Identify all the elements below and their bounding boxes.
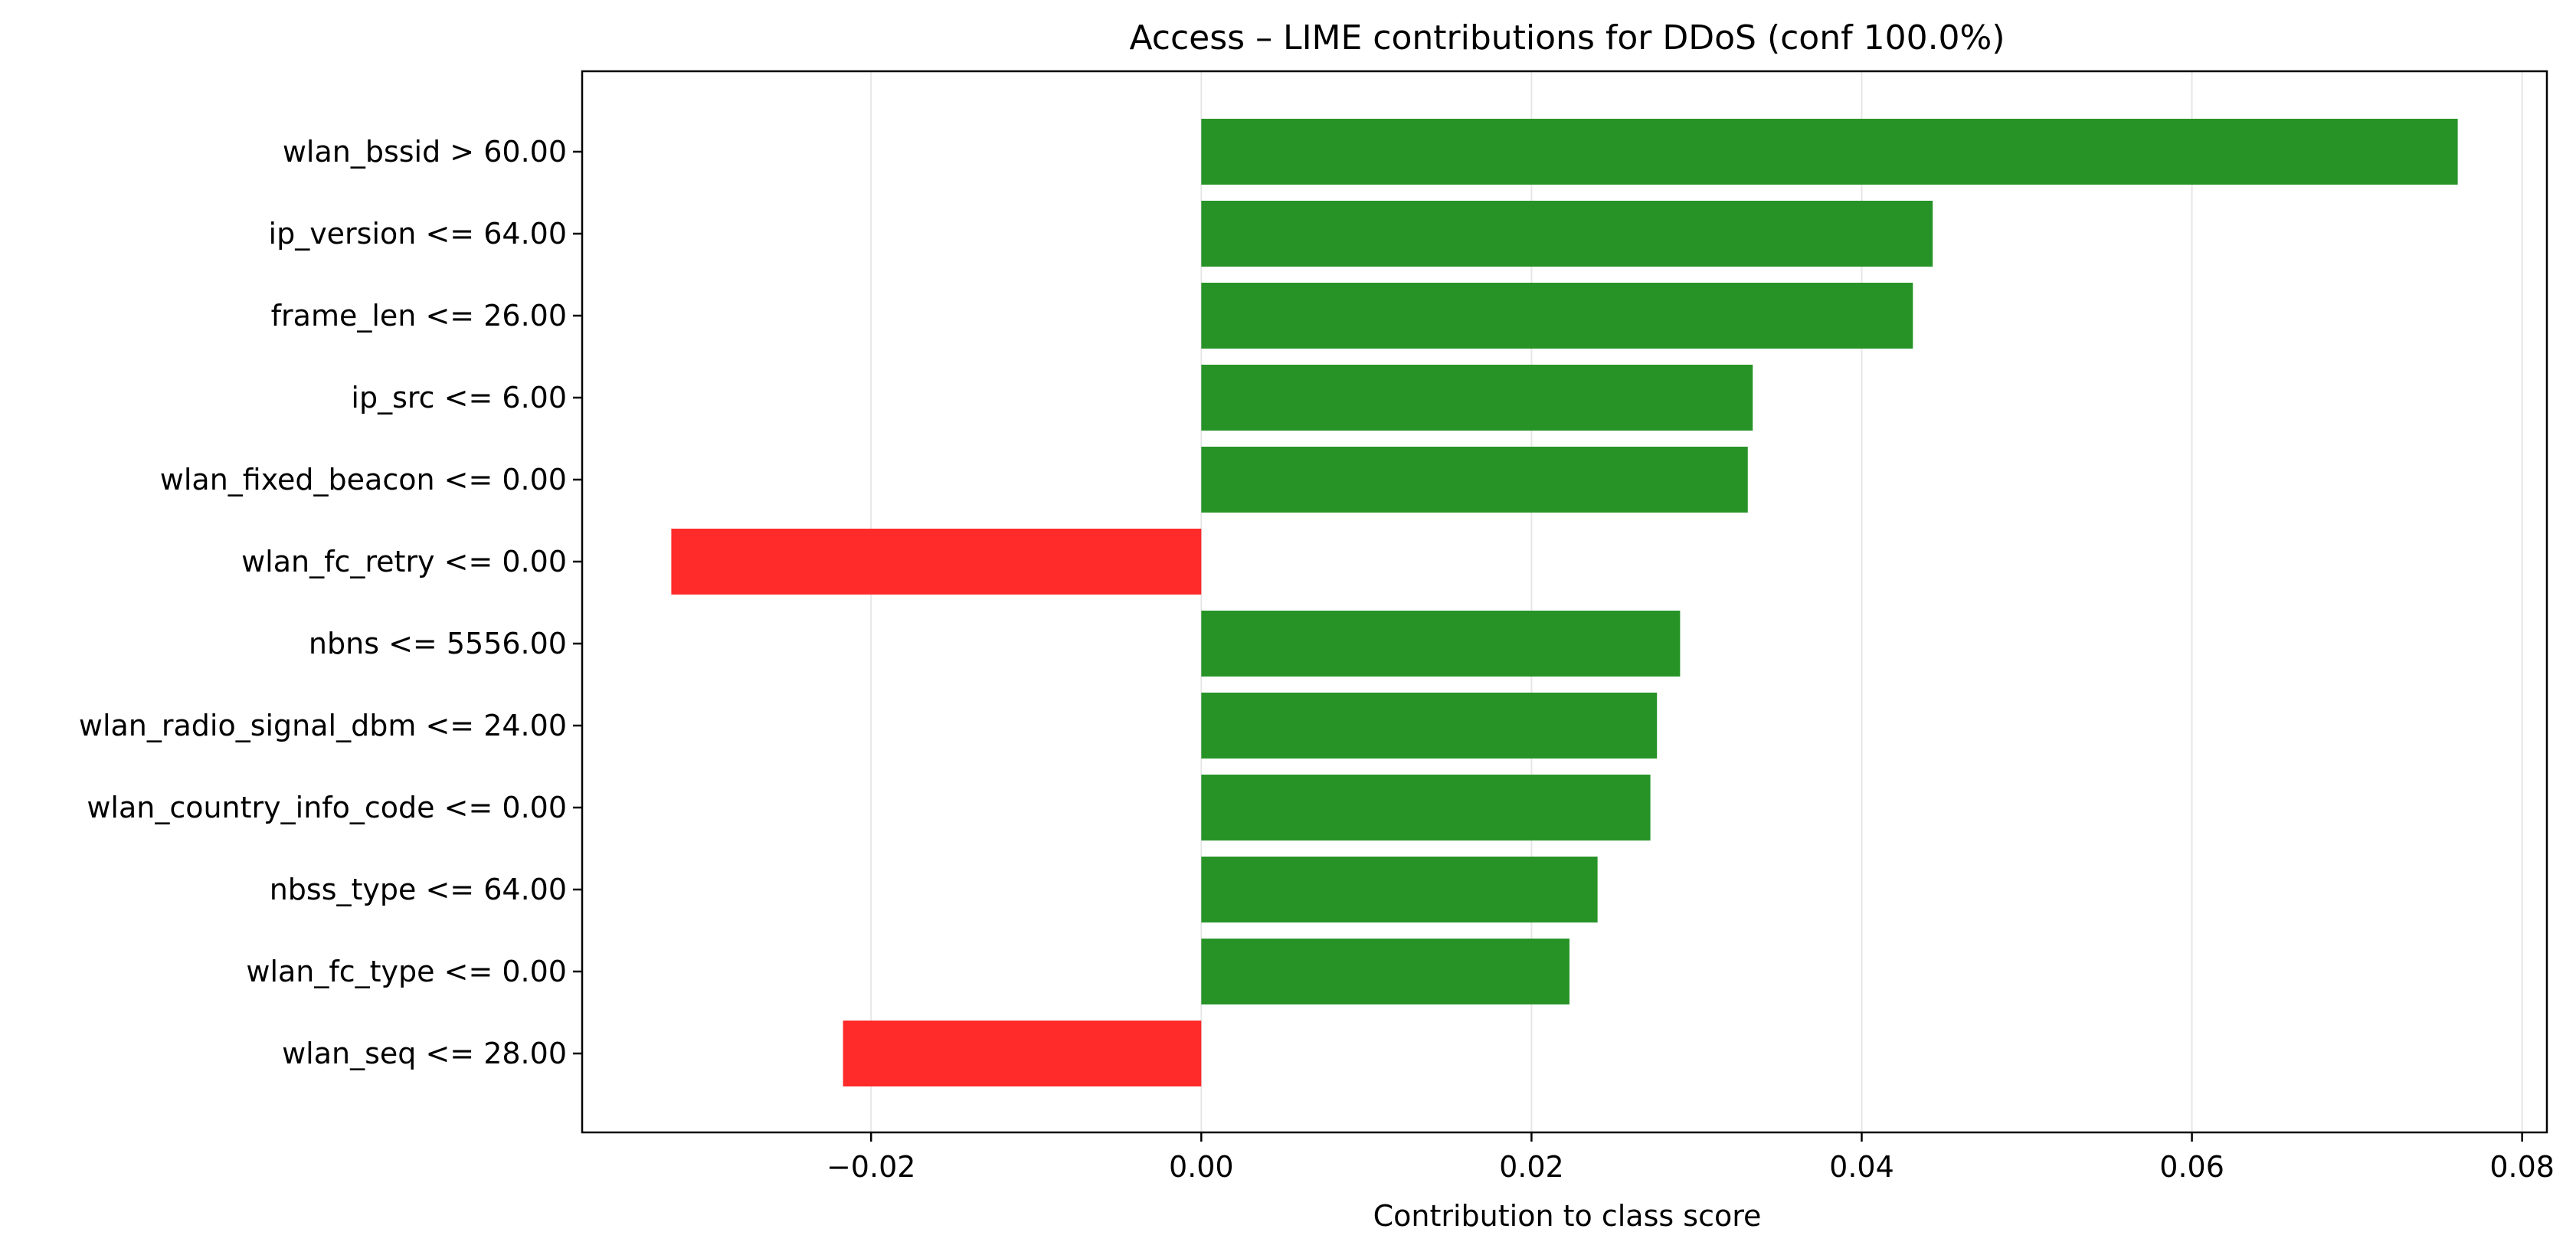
bar-positive: [1201, 857, 1598, 922]
chart-title: Access – LIME contributions for DDoS (co…: [1129, 18, 2005, 57]
bar-layer: [671, 119, 2458, 1086]
bar-positive: [1201, 283, 1913, 349]
bar-positive: [1201, 693, 1658, 759]
x-tick-label: 0.02: [1499, 1150, 1564, 1184]
y-tick-label: wlan_seq <= 28.00: [282, 1037, 567, 1070]
x-tick-label: 0.08: [2489, 1150, 2555, 1184]
bar-positive: [1201, 201, 1933, 267]
x-tick-label: −0.02: [826, 1150, 915, 1184]
y-tick-label: nbss_type <= 64.00: [270, 873, 567, 906]
y-tick-label: wlan_fc_retry <= 0.00: [241, 545, 567, 578]
bar-negative: [843, 1021, 1202, 1086]
bar-positive: [1201, 939, 1569, 1004]
x-tick-label: 0.04: [1829, 1150, 1894, 1184]
bar-positive: [1201, 365, 1753, 431]
x-axis-label: Contribution to class score: [1373, 1199, 1762, 1233]
y-tick-label: wlan_bssid > 60.00: [283, 135, 567, 169]
x-tick-label: 0.00: [1169, 1150, 1234, 1184]
x-axis-ticks: −0.02 0.00 0.02 0.04 0.06 0.08: [826, 1132, 2555, 1184]
y-tick-label: wlan_country_info_code <= 0.00: [87, 791, 567, 824]
y-tick-label: wlan_fc_type <= 0.00: [246, 955, 567, 988]
bar-positive: [1201, 119, 2458, 185]
y-tick-label: ip_version <= 64.00: [269, 217, 567, 251]
y-tick-label: frame_len <= 26.00: [271, 299, 567, 333]
y-tick-label: wlan_radio_signal_dbm <= 24.00: [79, 709, 567, 742]
y-tick-label: ip_src <= 6.00: [351, 381, 567, 415]
x-tick-label: 0.06: [2159, 1150, 2224, 1184]
bar-positive: [1201, 447, 1748, 513]
plot-frame: [581, 70, 2548, 1134]
bar-positive: [1201, 775, 1651, 840]
y-tick-label: nbns <= 5556.00: [309, 627, 567, 660]
bar-negative: [671, 529, 1202, 595]
bar-positive: [1201, 611, 1681, 677]
y-axis-ticks: wlan_bssid > 60.00 ip_version <= 64.00 fra…: [79, 135, 582, 1070]
y-tick-label: wlan_fixed_beacon <= 0.00: [160, 463, 567, 496]
